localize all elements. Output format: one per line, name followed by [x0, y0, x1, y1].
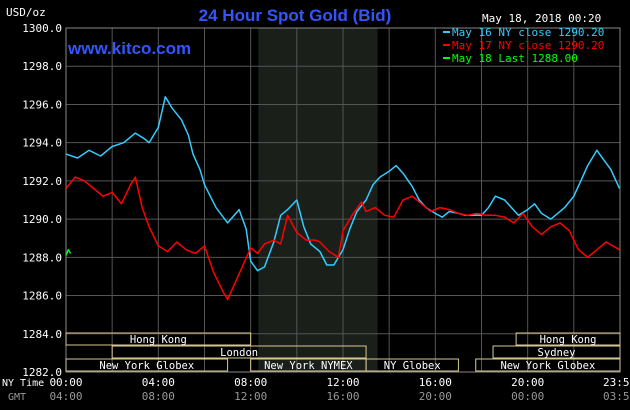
x-tick-label-ny: 08:00 [234, 376, 267, 389]
x-tick-label-ny: 23:59 [603, 376, 630, 389]
y-tick-label: 1298.0 [22, 60, 62, 73]
y-tick-label: 1294.0 [22, 137, 62, 150]
chart-timestamp: May 18, 2018 00:20 [482, 12, 601, 25]
session-label: NY Globex [384, 360, 441, 372]
series-line-may16 [65, 96, 621, 272]
x-tick-label-ny: 16:00 [419, 376, 452, 389]
session-box [111, 345, 367, 359]
session-box [475, 358, 621, 372]
session-label: New York Globex [500, 360, 595, 372]
x-tick-label-ny: 12:00 [326, 376, 359, 389]
legend-entry-may17: May 17 NY close 1290.20 [452, 39, 604, 52]
session-label: Hong Kong [130, 334, 187, 346]
session-label: New York NYMEX [264, 360, 353, 372]
legend: May 16 NY close 1290.20 May 17 NY close … [443, 26, 604, 65]
x-tick-label-gmt: 03:59 [603, 390, 630, 403]
session-shade [258, 28, 378, 372]
series-line-may18 [65, 248, 72, 256]
y-tick-label: 1296.0 [22, 98, 62, 111]
session-box [492, 345, 621, 359]
session-box [65, 332, 252, 346]
session-box [515, 332, 621, 346]
source-watermark: www.kitco.com [67, 39, 191, 58]
x-tick-label-ny: 04:00 [142, 376, 175, 389]
series-line-may17 [65, 176, 620, 301]
plot-frame [65, 27, 621, 373]
session-label: New York Globex [99, 360, 194, 372]
legend-entry-may18: May 18 Last 1288.00 [452, 52, 578, 65]
x-tick-label-gmt: 08:00 [142, 390, 175, 403]
gmt-row-label: GMT [8, 392, 26, 403]
y-tick-label: 1282.0 [22, 366, 62, 379]
chart-title: 24 Hour Spot Gold (Bid) [199, 6, 392, 25]
x-tick-label-gmt: 20:00 [419, 390, 452, 403]
y-tick-label: 1284.0 [22, 328, 62, 341]
y-tick-label: 1286.0 [22, 290, 62, 303]
x-tick-label-ny: 00:00 [49, 376, 82, 389]
ny-time-row-label: NY Time [2, 378, 44, 389]
y-axis-unit-label: USD/oz [6, 6, 46, 19]
session-label: London [220, 347, 258, 359]
x-tick-label-gmt: 00:00 [511, 390, 544, 403]
session-label: Hong Kong [540, 334, 597, 346]
x-tick-label-ny: 20:00 [511, 376, 544, 389]
session-box [65, 358, 229, 372]
y-tick-label: 1290.0 [22, 213, 62, 226]
x-tick-label-gmt: 12:00 [234, 390, 267, 403]
y-tick-label: 1300.0 [22, 22, 62, 35]
legend-entry-may16: May 16 NY close 1290.20 [452, 26, 604, 39]
y-tick-label: 1292.0 [22, 175, 62, 188]
x-tick-label-gmt: 04:00 [49, 390, 82, 403]
x-tick-label-gmt: 16:00 [326, 390, 359, 403]
session-label: Sydney [538, 347, 576, 359]
y-tick-label: 1288.0 [22, 251, 62, 264]
session-box [365, 358, 459, 372]
